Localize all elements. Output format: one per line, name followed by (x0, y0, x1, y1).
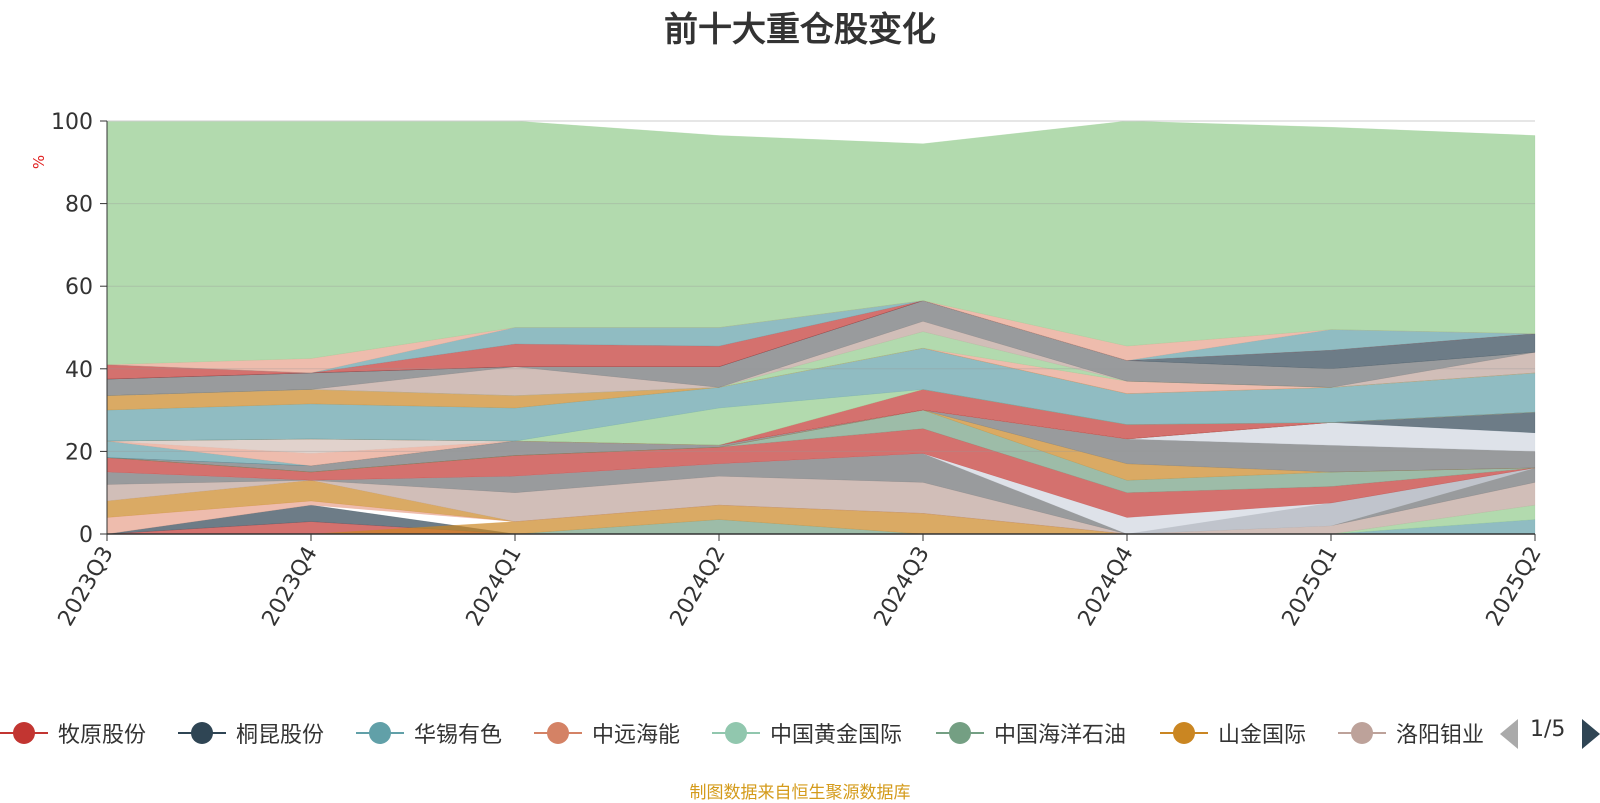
y-tick-label: 100 (51, 110, 93, 135)
x-tick-label: 2024Q2 (666, 542, 731, 630)
legend-item[interactable]: 中国海洋石油 (936, 713, 1126, 753)
y-tick-label: 60 (65, 275, 93, 300)
legend-item[interactable]: 山金国际 (1160, 713, 1306, 753)
y-tick-label: 20 (65, 440, 93, 465)
legend: 牧原股份 桐昆股份 华锡有色 中远海能 中国黄金国际 中国海洋石油 山金国际 洛阳钼业 (0, 713, 1600, 753)
legend-label: 中远海能 (592, 723, 681, 748)
grid-lines (107, 120, 1535, 452)
legend-item[interactable]: 中国黄金国际 (712, 713, 902, 753)
y-axis-unit-label: % (30, 155, 48, 169)
legend-label: 牧原股份 (58, 723, 147, 748)
legend-item[interactable]: 洛阳钼业 (1338, 713, 1484, 753)
legend-item[interactable]: 牧原股份 (0, 713, 146, 753)
legend-label: 山金国际 (1218, 723, 1307, 748)
area-band-20 (106, 409, 1536, 467)
x-tick-label: 2024Q1 (462, 542, 527, 630)
x-tick-label: 2023Q4 (258, 542, 323, 630)
area-band-6 (107, 504, 1535, 535)
previous-page-icon[interactable] (1500, 719, 1518, 749)
area-band-18 (106, 409, 1536, 467)
x-tick-label: 2023Q3 (54, 542, 119, 630)
legend-marker-icon (936, 718, 984, 748)
chart-title: 前十大重仓股变化 (664, 10, 936, 50)
next-page-icon[interactable] (1582, 719, 1600, 749)
legend-marker-icon (712, 718, 760, 748)
stacked-area-chart: 0 20 40 60 80 100 2023Q3 2023Q4 2024Q1 2024Q2 2024… (30, 110, 1547, 630)
source-note: 制图数据来自恒生聚源数据库 (689, 783, 911, 803)
legend-label: 中国海洋石油 (994, 723, 1127, 748)
legend-label: 华锡有色 (414, 723, 503, 748)
x-tick-label: 2024Q3 (870, 542, 935, 630)
legend-item[interactable]: 桐昆股份 (178, 713, 324, 753)
legend-marker-icon (1160, 718, 1208, 748)
legend-pager: 1/5 (1500, 715, 1600, 751)
y-tick-label: 40 (65, 358, 93, 383)
area-bands (106, 120, 1536, 535)
area-band-19 (106, 409, 1536, 467)
area-band-35 (106, 120, 1536, 365)
legend-marker-icon (356, 718, 404, 748)
legend-marker-icon (1338, 718, 1386, 748)
legend-item[interactable]: 华锡有色 (356, 713, 502, 753)
legend-page-indicator: 1/5 (1530, 717, 1566, 742)
x-tick-label: 2024Q4 (1074, 542, 1139, 630)
y-tick-label: 0 (79, 523, 93, 548)
area-band-17 (106, 409, 1536, 473)
x-tick-label: 2025Q1 (1278, 542, 1343, 630)
legend-label: 桐昆股份 (236, 723, 325, 748)
legend-marker-icon (0, 718, 48, 748)
legend-label: 洛阳钼业 (1396, 723, 1485, 748)
x-tick-label: 2025Q2 (1482, 542, 1547, 630)
legend-item[interactable]: 中远海能 (534, 713, 680, 753)
legend-label: 中国黄金国际 (770, 723, 903, 748)
legend-marker-icon (534, 718, 582, 748)
legend-marker-icon (178, 718, 226, 748)
y-tick-label: 80 (65, 193, 93, 218)
